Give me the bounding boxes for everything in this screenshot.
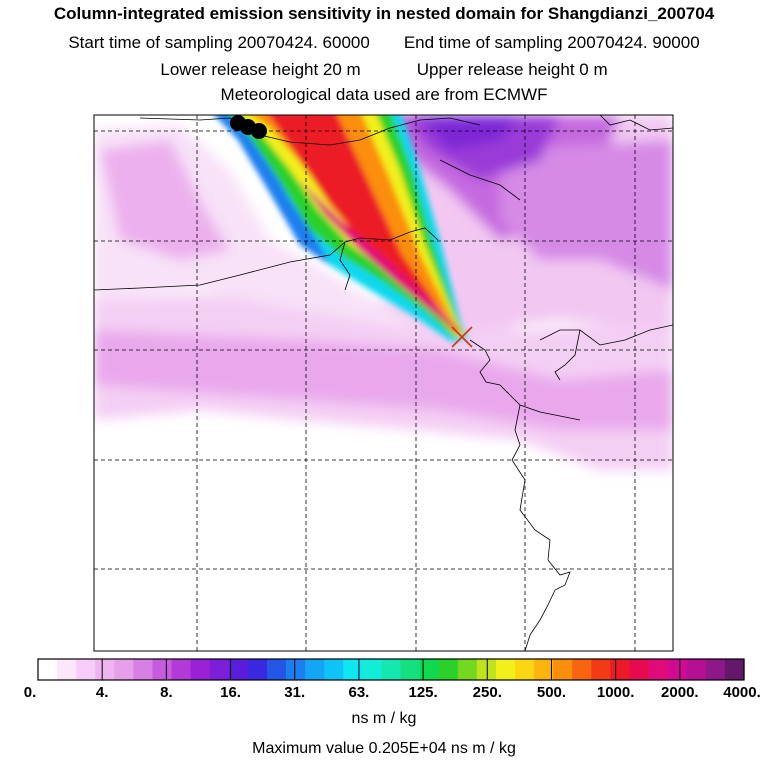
colorbar-swatch (381, 659, 402, 680)
colorbar-swatch (171, 659, 192, 680)
colorbar-swatch (286, 659, 306, 680)
coast-bay (339, 241, 351, 291)
release-heights: Lower release height 20 m Upper release h… (0, 60, 768, 80)
field-purple-core (420, 115, 520, 150)
border-north (139, 117, 481, 146)
field-layer (94, 115, 673, 651)
upper-release-label: Upper release height 0 m (416, 60, 608, 79)
coast-east-1 (469, 339, 581, 421)
coast-korea-2 (554, 329, 581, 381)
colorbar-tick-label: 250. (472, 684, 502, 701)
colorbar-tick-label: 31. (284, 684, 306, 701)
colorbar-swatch (686, 659, 707, 680)
colorbar-tick-label: 4000. (723, 684, 761, 701)
coast-korea (539, 324, 673, 346)
plume-magenta-core (300, 180, 458, 330)
colorbar-swatch (534, 659, 554, 680)
coast-ne (599, 115, 673, 131)
release-site-stroke (451, 326, 473, 348)
coast-south (524, 559, 571, 651)
colorbar-swatch (95, 659, 115, 680)
colorbar-swatch (667, 659, 688, 680)
colorbar (38, 659, 745, 680)
colorbar-swatch (266, 659, 287, 680)
colorbar-tick-label: 0. (23, 684, 37, 701)
colorbar-swatch (133, 659, 154, 680)
colorbar-swatch (57, 659, 77, 680)
colorbar-swatch (343, 659, 363, 680)
colorbar-tick-label: 63. (348, 684, 370, 701)
colorbar-tick-label: 4. (95, 684, 109, 701)
colorbar-swatch (438, 659, 459, 680)
colorbar-tick-label: 1000. (596, 684, 635, 701)
colorbar-swatch (457, 659, 478, 680)
field-mid-west (100, 140, 230, 260)
colorbar-swatch (572, 659, 592, 680)
colorbar-frame (37, 658, 745, 681)
colorbar-swatch (305, 659, 325, 680)
colorbar-swatch (629, 659, 650, 680)
colorbar-swatch (76, 659, 96, 680)
plume-blue-edge (214, 115, 330, 265)
maximum-value-label: Maximum value 0.205E+04 ns m / kg (252, 740, 516, 757)
colorbar-swatch (476, 659, 497, 680)
colorbar-swatch (152, 659, 173, 680)
gridlines (94, 115, 673, 651)
colorbar-tick-label: 2000. (661, 684, 699, 701)
colorbar-tick-label: 125. (408, 684, 438, 701)
release-site-marker (451, 326, 473, 348)
colorbar-swatch (228, 659, 249, 680)
colorbar-tick-labels: 0. 4. 8. 16. 31. 63. 125. 250. 500. 1000. 2000. 400… (0, 684, 768, 704)
colorbar-swatch (705, 659, 726, 680)
colorbar-swatch (515, 659, 535, 680)
met-data-label: Meteorological data used are from ECMWF (220, 85, 548, 104)
colorbar-swatch (114, 659, 134, 680)
field-mid-band (94, 330, 673, 430)
field-violet-east (500, 140, 673, 290)
sampling-times: Start time of sampling 20070424. 60000 En… (0, 33, 768, 53)
colorbar-swatch (190, 659, 211, 680)
colorbar-swatch (324, 659, 344, 680)
chart-title: Column-integrated emission sensitivity i… (53, 4, 715, 23)
border-north-2 (439, 159, 521, 201)
colorbar-swatch (362, 659, 383, 680)
start-time-label: Start time of sampling 20070424. 60000 (68, 33, 370, 52)
lower-release-label: Lower release height 20 m (160, 60, 361, 79)
colorbar-tick-label: 8. (160, 684, 173, 701)
colorbar-tick-label: 16. (220, 684, 241, 701)
plume-red (268, 115, 460, 333)
colorbar-swatch (247, 659, 268, 680)
end-time-label: End time of sampling 20070424. 90000 (403, 33, 700, 52)
colorbar-swatch (648, 659, 669, 680)
trajectory-point (251, 123, 267, 139)
colorbar-swatch (495, 659, 516, 680)
colorbar-swatch (591, 659, 612, 680)
plot-frame (93, 114, 674, 652)
trajectory-points (230, 115, 267, 139)
colorbar-swatch (610, 659, 631, 680)
colorbar-swatch (38, 659, 58, 680)
plume (214, 115, 468, 342)
colorbar-swatch (400, 659, 421, 680)
colorbar-swatch (724, 659, 745, 680)
colorbar-swatch (209, 659, 230, 680)
colorbar-swatch (553, 659, 573, 680)
colorbar-swatch (419, 659, 440, 680)
colorbar-tick-label: 500. (536, 684, 567, 701)
colorbar-units: ns m / kg (351, 710, 417, 727)
border-mid (94, 227, 439, 291)
